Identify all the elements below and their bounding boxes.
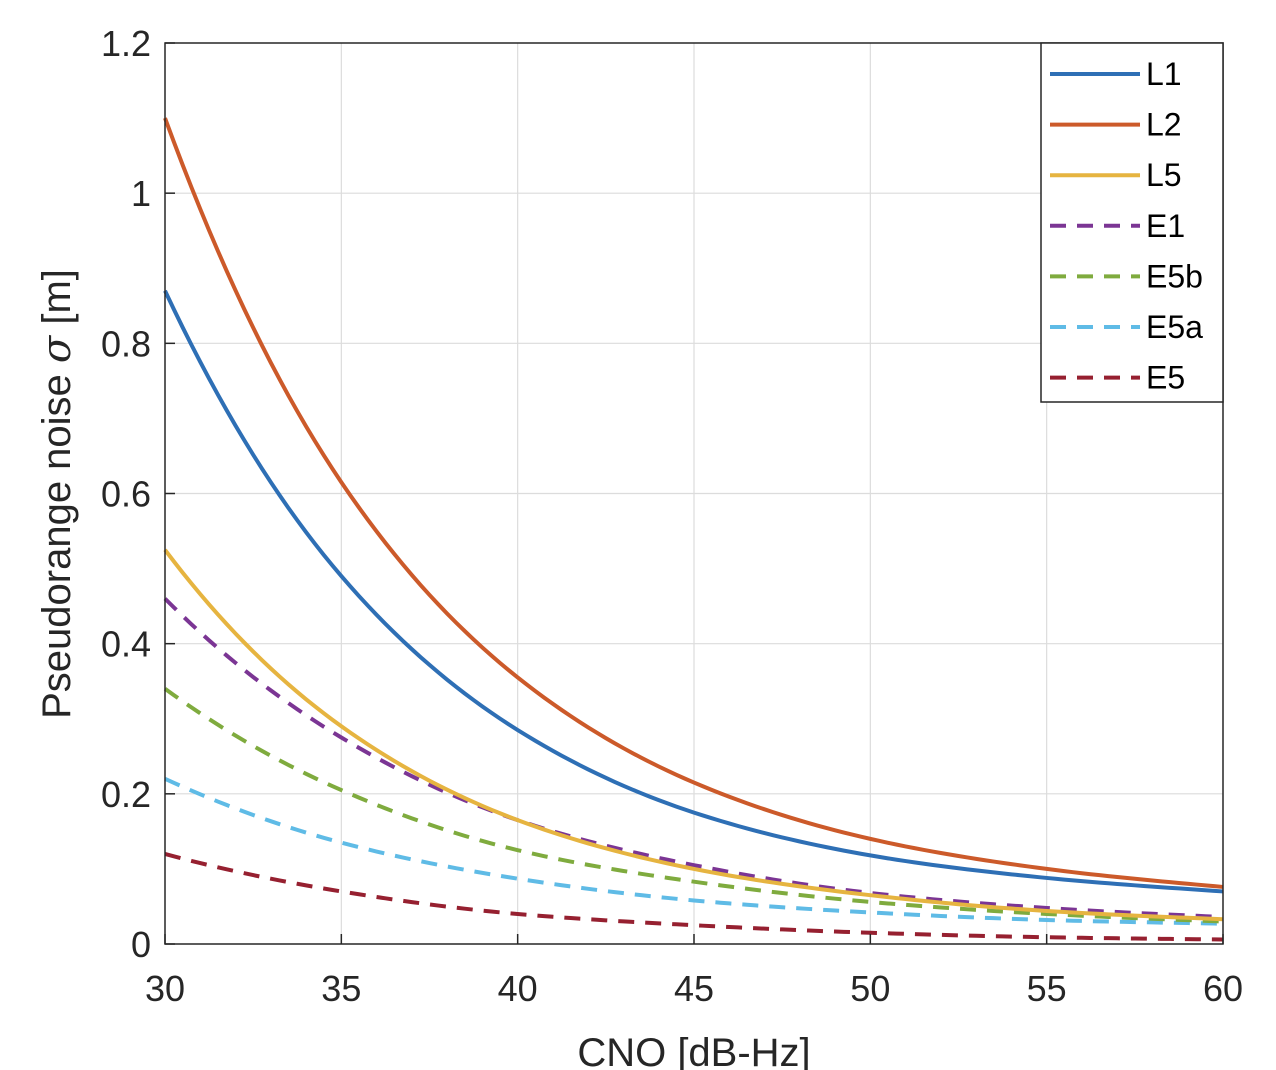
- series-line-l5: [163, 548, 1224, 922]
- series-layer: [163, 117, 1224, 942]
- y-axis: 0 0.2 0.4 0.6 0.8 1 1.2: [101, 23, 175, 965]
- x-tick-label: 30: [145, 968, 185, 1009]
- legend-label-e5: E5: [1146, 360, 1185, 396]
- series-line-e5b: [163, 687, 1224, 924]
- x-tick-label: 40: [498, 968, 538, 1009]
- x-tick-label: 45: [674, 968, 714, 1009]
- y-axis-title-suffix: [m]: [35, 269, 79, 336]
- x-axis-title: CNO [dB-Hz]: [577, 1031, 810, 1070]
- x-tick-label: 35: [321, 968, 361, 1009]
- y-axis-title-prefix: Pseudorange noise: [35, 363, 79, 719]
- x-tick-label: 60: [1203, 968, 1243, 1009]
- y-tick-label: 1.2: [101, 23, 151, 64]
- x-tick-label: 55: [1027, 968, 1067, 1009]
- legend-label-e5a: E5a: [1146, 309, 1203, 345]
- y-axis-title: Pseudorange noise σ [m]: [34, 269, 80, 719]
- legend-label-e5b: E5b: [1146, 258, 1203, 294]
- legend: L1 L2 L5 E1 E5b E5a E5: [1040, 42, 1224, 403]
- legend-label-e1: E1: [1146, 208, 1185, 244]
- series-line-l1: [163, 289, 1224, 894]
- x-tick-label: 50: [850, 968, 890, 1009]
- legend-label-l1: L1: [1146, 56, 1182, 92]
- y-tick-label: 0.8: [101, 323, 151, 364]
- series-line-l2: [163, 117, 1224, 889]
- y-tick-label: 1: [131, 173, 151, 214]
- y-tick-label: 0.4: [101, 624, 151, 665]
- series-line-e5a: [164, 776, 1224, 926]
- series-line-e1: [163, 597, 1224, 919]
- legend-box: [1040, 42, 1224, 403]
- x-axis: 30 35 40 45 50 55 60: [145, 934, 1243, 1009]
- legend-label-l2: L2: [1146, 107, 1182, 143]
- legend-label-l5: L5: [1146, 157, 1182, 193]
- y-tick-label: 0.2: [101, 774, 151, 815]
- y-axis-title-symbol: σ: [34, 334, 80, 363]
- y-tick-label: 0: [131, 924, 151, 965]
- y-tick-label: 0.6: [101, 474, 151, 515]
